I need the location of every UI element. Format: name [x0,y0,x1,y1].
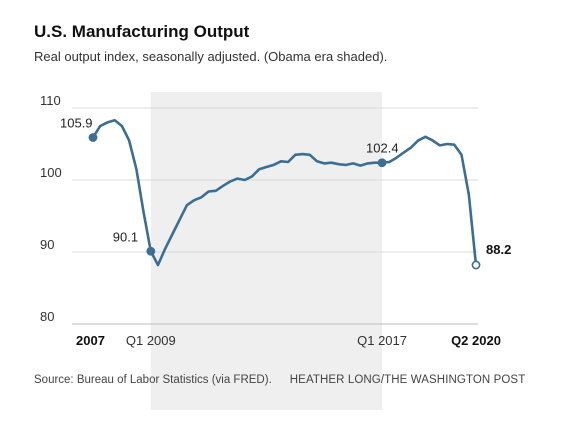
x-tick-label: Q1 2017 [357,333,407,348]
chart-subtitle: Real output index, seasonally adjusted. … [34,49,388,64]
shaded-region-layer [150,92,383,410]
annotation-marker [88,133,98,142]
x-axis-ticks: 2007 Q1 2009 Q1 2017 Q2 2020 [76,333,501,348]
y-tick-label: 100 [40,165,62,180]
y-tick-label: 80 [40,309,54,324]
series-line [91,118,478,267]
x-tick-label: Q1 2009 [126,333,176,348]
annotation-marker [146,246,156,256]
shaded-region-obama-era [150,92,383,410]
x-tick-label: Q2 2020 [451,333,501,348]
annotation-marker [471,260,481,270]
gridlines [72,107,478,325]
annotation-label: 105.9 [60,116,93,131]
credit-note: HEATHER LONG/THE WASHINGTON POST [289,374,526,386]
chart-footer: Source: Bureau of Labor Statistics (via … [34,374,525,386]
annotation-label: 90.1 [113,229,138,244]
y-axis-ticks: 110 100 90 80 [40,93,62,324]
x-tick-label: 2007 [76,333,105,348]
annotations-layer: 105.9 90.1 102.4 88.2 [60,116,511,270]
annotation-marker [377,158,387,168]
annotation-label: 88.2 [486,242,511,257]
annotation-label: 102.4 [366,141,399,156]
y-tick-label: 110 [40,93,61,108]
y-tick-label: 90 [40,237,54,252]
source-note: Source: Bureau of Labor Statistics (via … [34,374,272,386]
chart-title: U.S. Manufacturing Output [34,22,250,41]
series-layer [91,118,478,267]
